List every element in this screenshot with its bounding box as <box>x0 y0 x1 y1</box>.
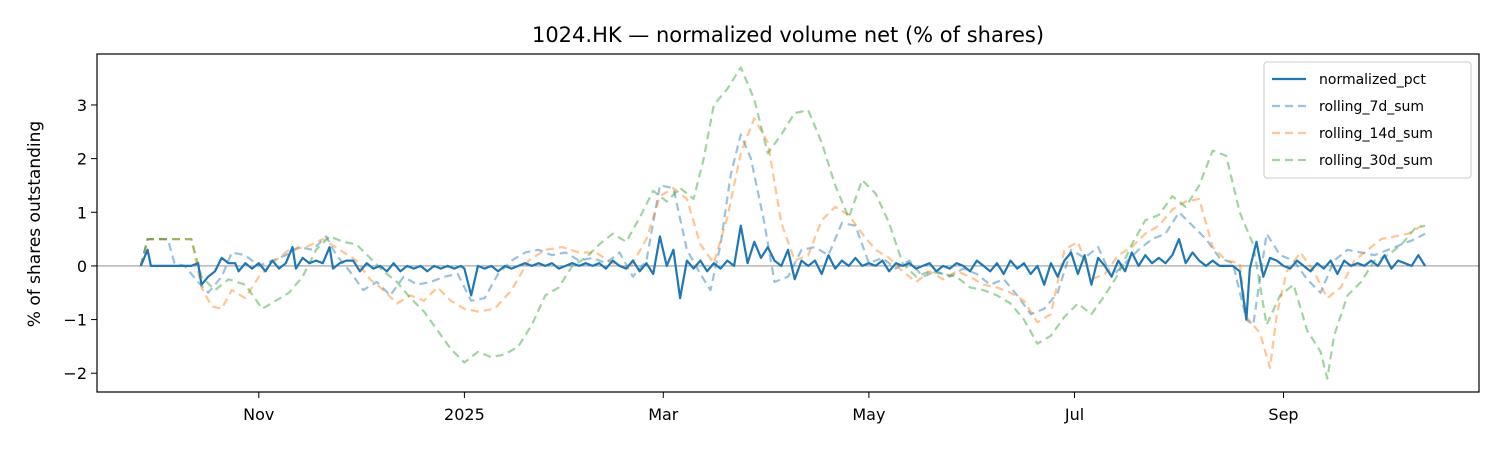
legend: normalized_pct rolling_7d_sum rolling_14d_… <box>1263 61 1472 179</box>
y-tick-label: 0 <box>77 257 87 276</box>
x-tick-label: 2025 <box>444 405 485 424</box>
series-line-rolling-7d-sum <box>139 133 1426 326</box>
y-tick-label: 1 <box>77 203 87 222</box>
chart-title: 1024.HK — normalized volume net (% of sh… <box>532 23 1044 47</box>
legend-label: rolling_7d_sum <box>1319 99 1424 115</box>
legend-box <box>1263 61 1472 179</box>
y-axis-label: % of shares outstanding <box>25 121 45 327</box>
series-line-rolling-30d-sum <box>139 66 1426 380</box>
x-axis: Nov 2025 Mar May Jul Sep <box>243 392 1299 424</box>
y-axis: −2 −1 0 1 2 3 <box>63 96 97 383</box>
y-tick-label: 2 <box>77 150 87 169</box>
legend-label: rolling_14d_sum <box>1319 126 1433 142</box>
y-tick-label: −2 <box>63 364 87 383</box>
legend-label: normalized_pct <box>1319 72 1426 88</box>
series-line-rolling-14d-sum <box>139 117 1423 369</box>
x-tick-label: May <box>852 405 885 424</box>
plot-frame <box>96 53 1480 393</box>
legend-label: rolling_30d_sum <box>1319 153 1433 169</box>
plot-area <box>97 66 1479 380</box>
series-line-normalized-pct <box>139 224 1427 321</box>
x-tick-label: Nov <box>243 405 274 424</box>
y-tick-label: 3 <box>77 96 87 115</box>
x-tick-label: Jul <box>1064 405 1084 424</box>
x-tick-label: Sep <box>1268 405 1298 424</box>
y-tick-label: −1 <box>63 311 87 330</box>
x-tick-label: Mar <box>648 405 679 424</box>
